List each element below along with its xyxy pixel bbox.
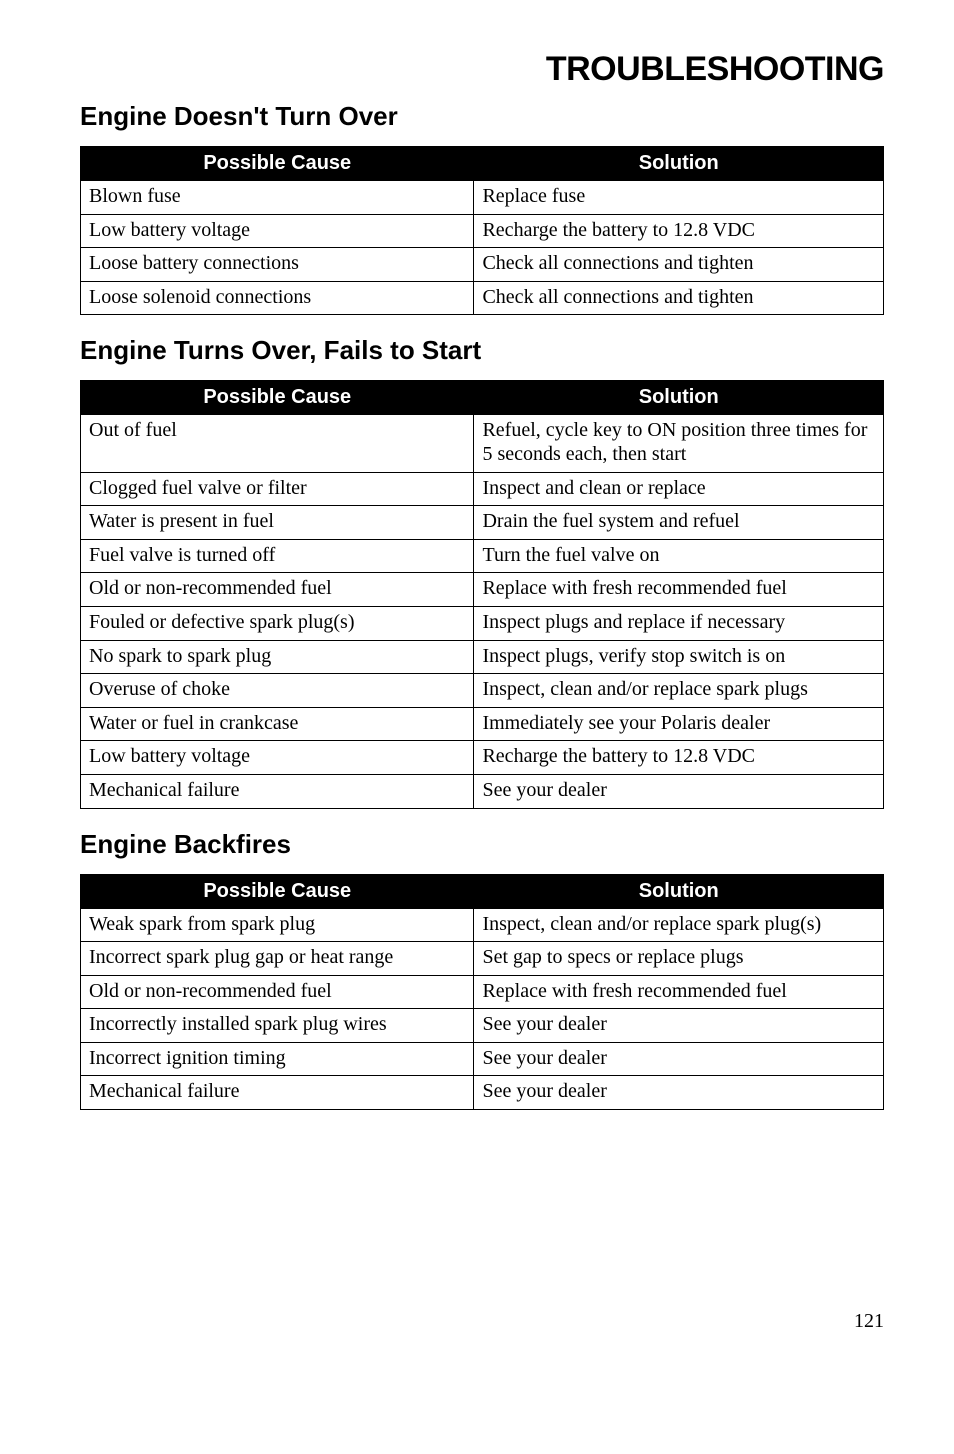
table-row: Mechanical failureSee your dealer xyxy=(81,1076,884,1110)
cell-solution: Check all connections and tighten xyxy=(474,248,884,282)
cell-solution: See your dealer xyxy=(474,1076,884,1110)
cell-cause: Water is present in fuel xyxy=(81,506,474,540)
cell-solution: See your dealer xyxy=(474,1009,884,1043)
cell-solution: Recharge the battery to 12.8 VDC xyxy=(474,741,884,775)
section-heading: Engine Backfires xyxy=(80,829,884,860)
cell-cause: Incorrectly installed spark plug wires xyxy=(81,1009,474,1043)
cell-cause: Clogged fuel valve or filter xyxy=(81,472,474,506)
cell-cause: Low battery voltage xyxy=(81,214,474,248)
troubleshooting-table: Possible Cause Solution Blown fuseReplac… xyxy=(80,146,884,315)
column-header-solution: Solution xyxy=(474,147,884,181)
cell-cause: Incorrect ignition timing xyxy=(81,1042,474,1076)
cell-solution: Drain the fuel system and refuel xyxy=(474,506,884,540)
cell-solution: Inspect plugs, verify stop switch is on xyxy=(474,640,884,674)
cell-solution: See your dealer xyxy=(474,1042,884,1076)
cell-solution: Check all connections and tighten xyxy=(474,281,884,315)
cell-solution: Replace with fresh recommended fuel xyxy=(474,573,884,607)
table-row: Blown fuseReplace fuse xyxy=(81,181,884,215)
table-row: Out of fuelRefuel, cycle key to ON posit… xyxy=(81,415,884,472)
cell-cause: Mechanical failure xyxy=(81,1076,474,1110)
table-row: Low battery voltageRecharge the battery … xyxy=(81,214,884,248)
column-header-solution: Solution xyxy=(474,381,884,415)
cell-cause: Old or non-recommended fuel xyxy=(81,975,474,1009)
cell-solution: Inspect plugs and replace if necessary xyxy=(474,606,884,640)
column-header-solution: Solution xyxy=(474,874,884,908)
table-row: Fuel valve is turned offTurn the fuel va… xyxy=(81,539,884,573)
table-row: Mechanical failureSee your dealer xyxy=(81,774,884,808)
cell-cause: Weak spark from spark plug xyxy=(81,908,474,942)
cell-solution: Set gap to specs or replace plugs xyxy=(474,942,884,976)
page-number: 121 xyxy=(80,1310,884,1333)
table-row: Fouled or defective spark plug(s)Inspect… xyxy=(81,606,884,640)
table-row: No spark to spark plugInspect plugs, ver… xyxy=(81,640,884,674)
cell-solution: Replace with fresh recommended fuel xyxy=(474,975,884,1009)
cell-cause: Fuel valve is turned off xyxy=(81,539,474,573)
page-title: TROUBLESHOOTING xyxy=(80,50,884,89)
cell-cause: Fouled or defective spark plug(s) xyxy=(81,606,474,640)
section-heading: Engine Doesn't Turn Over xyxy=(80,101,884,132)
table-row: Incorrect spark plug gap or heat rangeSe… xyxy=(81,942,884,976)
table-row: Clogged fuel valve or filterInspect and … xyxy=(81,472,884,506)
cell-solution: Inspect, clean and/or replace spark plug… xyxy=(474,674,884,708)
cell-cause: Water or fuel in crankcase xyxy=(81,707,474,741)
cell-solution: Refuel, cycle key to ON position three t… xyxy=(474,415,884,472)
table-row: Incorrect ignition timingSee your dealer xyxy=(81,1042,884,1076)
section-heading: Engine Turns Over, Fails to Start xyxy=(80,335,884,366)
cell-solution: Inspect and clean or replace xyxy=(474,472,884,506)
cell-cause: Blown fuse xyxy=(81,181,474,215)
table-row: Low battery voltageRecharge the battery … xyxy=(81,741,884,775)
troubleshooting-table: Possible Cause Solution Out of fuelRefue… xyxy=(80,380,884,808)
table-row: Weak spark from spark plugInspect, clean… xyxy=(81,908,884,942)
column-header-cause: Possible Cause xyxy=(81,874,474,908)
cell-cause: Overuse of choke xyxy=(81,674,474,708)
cell-cause: Mechanical failure xyxy=(81,774,474,808)
column-header-cause: Possible Cause xyxy=(81,147,474,181)
cell-cause: Loose solenoid connections xyxy=(81,281,474,315)
cell-solution: Immediately see your Polaris dealer xyxy=(474,707,884,741)
cell-solution: Recharge the battery to 12.8 VDC xyxy=(474,214,884,248)
table-row: Water or fuel in crankcaseImmediately se… xyxy=(81,707,884,741)
table-row: Water is present in fuelDrain the fuel s… xyxy=(81,506,884,540)
cell-cause: Low battery voltage xyxy=(81,741,474,775)
cell-solution: Inspect, clean and/or replace spark plug… xyxy=(474,908,884,942)
table-row: Old or non-recommended fuelReplace with … xyxy=(81,975,884,1009)
column-header-cause: Possible Cause xyxy=(81,381,474,415)
table-row: Old or non-recommended fuelReplace with … xyxy=(81,573,884,607)
cell-solution: Turn the fuel valve on xyxy=(474,539,884,573)
cell-cause: Old or non-recommended fuel xyxy=(81,573,474,607)
table-row: Incorrectly installed spark plug wiresSe… xyxy=(81,1009,884,1043)
cell-cause: Incorrect spark plug gap or heat range xyxy=(81,942,474,976)
table-row: Loose battery connectionsCheck all conne… xyxy=(81,248,884,282)
cell-cause: No spark to spark plug xyxy=(81,640,474,674)
cell-cause: Out of fuel xyxy=(81,415,474,472)
cell-solution: Replace fuse xyxy=(474,181,884,215)
cell-solution: See your dealer xyxy=(474,774,884,808)
table-row: Loose solenoid connectionsCheck all conn… xyxy=(81,281,884,315)
cell-cause: Loose battery connections xyxy=(81,248,474,282)
troubleshooting-table: Possible Cause Solution Weak spark from … xyxy=(80,874,884,1111)
table-row: Overuse of chokeInspect, clean and/or re… xyxy=(81,674,884,708)
